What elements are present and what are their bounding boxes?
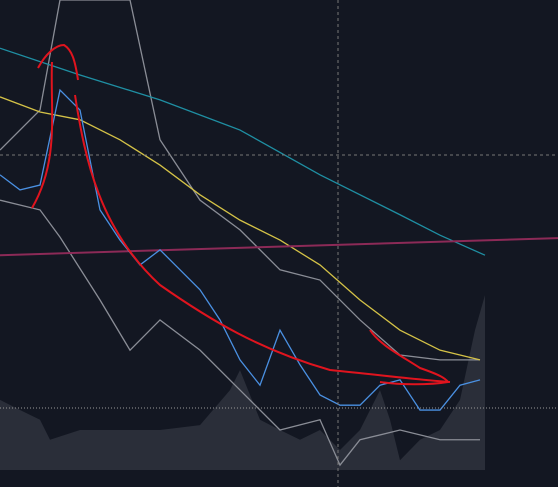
series-line xyxy=(0,47,486,256)
annotations xyxy=(31,43,451,386)
series-line xyxy=(0,88,481,411)
drawing-curve xyxy=(31,43,451,383)
series-line xyxy=(0,199,480,467)
series-line xyxy=(0,237,558,257)
volume-area xyxy=(0,295,485,470)
drawing-hook xyxy=(369,329,450,386)
